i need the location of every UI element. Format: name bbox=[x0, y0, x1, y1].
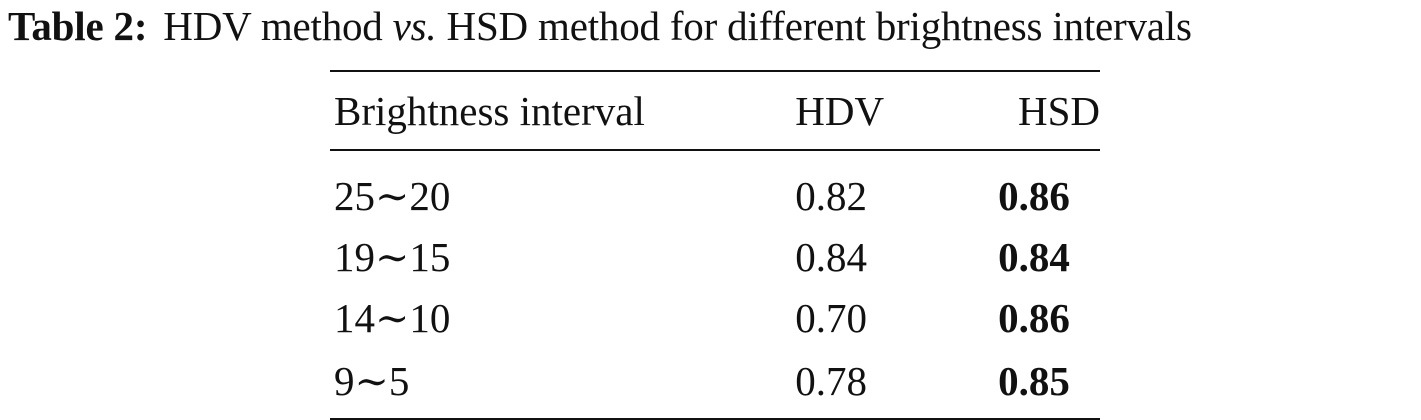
cell-interval: 9∼5 bbox=[334, 358, 410, 404]
cell-hsd: 0.86 bbox=[998, 172, 1070, 219]
table-row: 25∼20 0.82 0.86 bbox=[330, 150, 1100, 226]
header-hdv: HDV bbox=[795, 87, 885, 134]
cell-interval: 19∼15 bbox=[334, 233, 451, 280]
cell-interval: 25∼20 bbox=[334, 172, 451, 219]
header-row: Brightness interval HDV HSD bbox=[330, 71, 1100, 150]
table-header: Brightness interval HDV HSD bbox=[330, 71, 1100, 150]
cell-interval: 14∼10 bbox=[334, 294, 451, 341]
header-hsd: HSD bbox=[1017, 87, 1100, 134]
table-label: Table 2: bbox=[8, 3, 148, 49]
cell-hdv: 0.84 bbox=[795, 233, 868, 280]
results-table: Brightness interval HDV HSD 25∼20 0.82 0… bbox=[330, 70, 1100, 420]
cell-hsd: 0.86 bbox=[998, 294, 1070, 341]
table-row: 14∼10 0.70 0.86 bbox=[330, 287, 1100, 348]
cell-hdv: 0.70 bbox=[795, 294, 868, 341]
caption-text-part1: HDV method bbox=[163, 3, 383, 49]
table-row: 19∼15 0.84 0.84 bbox=[330, 226, 1100, 287]
table-caption: Table 2: HDV method vs. HSD method for di… bbox=[8, 0, 1421, 52]
caption-text-italic: vs. bbox=[392, 3, 437, 49]
caption-text-part2: HSD method for different brightness inte… bbox=[446, 3, 1192, 49]
cell-hsd: 0.84 bbox=[998, 233, 1070, 280]
cell-hdv: 0.82 bbox=[795, 172, 868, 219]
header-brightness-interval: Brightness interval bbox=[334, 87, 645, 134]
cell-hsd: 0.85 bbox=[998, 358, 1070, 404]
cell-hdv: 0.78 bbox=[795, 358, 868, 404]
table-body: 25∼20 0.82 0.86 19∼15 0.84 0.84 14∼10 0.… bbox=[330, 150, 1100, 419]
table-row: 9∼5 0.78 0.85 bbox=[330, 348, 1100, 419]
